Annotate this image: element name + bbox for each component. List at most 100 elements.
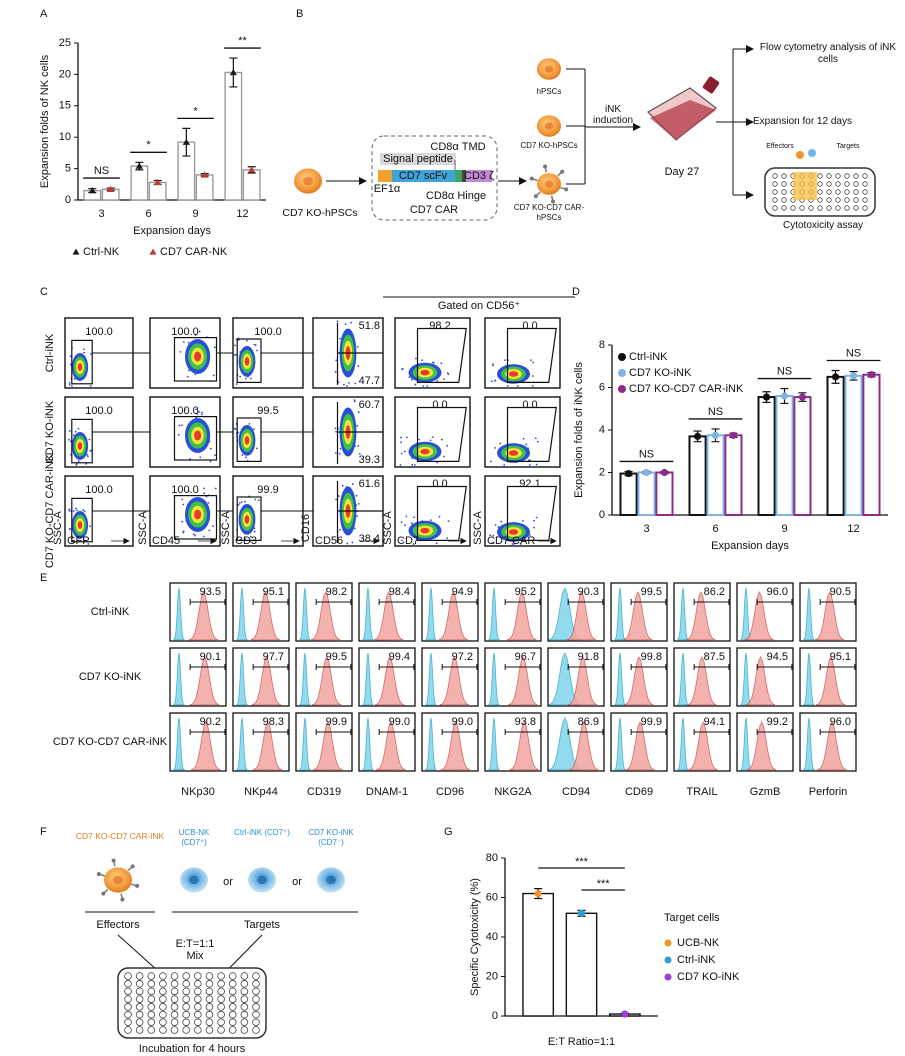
mix-label: Mix	[186, 950, 204, 962]
cell-label: CD7 KO-hPSCs	[282, 207, 358, 219]
significance-label: NS	[639, 448, 654, 460]
event-dot	[186, 375, 189, 378]
event-dot	[413, 464, 416, 466]
bar	[793, 396, 812, 516]
y-tick-label: 15	[59, 100, 71, 112]
event-dot	[503, 464, 506, 466]
significance-label: ***	[597, 878, 611, 890]
gate-percent: 100.0	[85, 405, 113, 417]
well	[240, 987, 249, 996]
gate	[173, 416, 218, 461]
target-icon	[808, 149, 816, 157]
event-dot	[418, 438, 420, 441]
gate	[173, 495, 218, 540]
marker-peak	[566, 591, 597, 641]
event-dot	[238, 502, 241, 504]
event-dot	[213, 346, 216, 349]
marker-peak	[814, 591, 845, 641]
event-dot	[77, 427, 80, 430]
gate-percent: 51.8	[359, 320, 380, 332]
legend-label: CD7 KO-CD7 CAR-iNK	[629, 383, 744, 395]
density	[508, 371, 519, 377]
significance-label: *	[193, 105, 198, 117]
well	[170, 987, 179, 996]
event-dot	[357, 411, 360, 413]
event-dot	[350, 321, 353, 324]
data-marker	[72, 248, 80, 255]
well	[194, 1026, 202, 1034]
event-dot	[83, 351, 86, 354]
gate-percent: 99.9	[257, 484, 278, 496]
event-dot	[489, 460, 492, 463]
well	[194, 1018, 202, 1027]
marker-peak	[376, 721, 406, 771]
well	[205, 1026, 214, 1034]
y-tick-label: 5	[65, 163, 71, 175]
well	[159, 1026, 167, 1034]
bar	[637, 471, 656, 516]
gate-percent: 97.2	[452, 651, 473, 663]
legend-title: Target cells	[664, 912, 720, 924]
event-dot	[187, 341, 190, 344]
hinge-label: CD8α Hinge	[426, 190, 486, 202]
event-dot	[400, 441, 403, 444]
data-marker	[798, 393, 807, 401]
event-dot	[177, 433, 180, 436]
row-label: CD7 KO-iNK	[44, 400, 56, 463]
marker-peak	[440, 721, 471, 771]
event-dot	[187, 490, 190, 493]
targets-label: Targets	[836, 143, 860, 150]
event-dot	[75, 464, 78, 466]
event-dot	[411, 463, 414, 466]
event-dot	[212, 525, 214, 528]
effectors-label: Effectors	[766, 143, 794, 150]
y-axis-label: SSC-A	[382, 511, 394, 545]
marker-peak	[624, 656, 654, 706]
event-dot	[240, 501, 243, 503]
well	[170, 972, 179, 980]
gate-percent: 95.1	[263, 586, 284, 598]
event-dot	[68, 528, 71, 531]
construct-title: CD7 CAR	[410, 204, 458, 216]
event-dot	[490, 542, 493, 545]
isotype-peak	[803, 652, 815, 706]
isotype-peak	[803, 717, 815, 771]
separator: or	[292, 876, 302, 888]
bar	[522, 892, 555, 1017]
cell-spike-tip	[529, 176, 534, 181]
well	[147, 1010, 156, 1019]
event-dot	[400, 452, 403, 455]
cell-nucleus	[257, 875, 267, 885]
event-dot	[195, 408, 197, 411]
event-dot	[492, 364, 494, 367]
event-dot	[489, 534, 492, 537]
isotype-peak	[614, 717, 626, 771]
cell-nucleus	[544, 122, 554, 130]
marker-peak	[310, 591, 341, 641]
density	[508, 529, 519, 535]
marker-peak	[744, 591, 774, 641]
well	[781, 205, 787, 211]
target-label: CD7 KO-iNK (CD7⁻)	[308, 828, 354, 847]
well	[826, 173, 832, 179]
well	[252, 1010, 260, 1019]
x-axis-label: Expansion days	[133, 225, 211, 237]
isotype-peak	[614, 587, 626, 641]
well	[135, 1010, 144, 1019]
target-cells	[793, 172, 817, 200]
event-dot	[336, 320, 339, 323]
targets-label: Targets	[244, 919, 281, 931]
well	[159, 1018, 167, 1027]
event-dot	[532, 375, 534, 377]
well	[853, 197, 859, 203]
well	[124, 972, 132, 980]
legend-marker	[664, 939, 672, 947]
well	[124, 979, 132, 988]
marker-peak	[250, 591, 281, 641]
well	[228, 979, 237, 988]
panel-label: D	[572, 286, 580, 298]
well	[194, 987, 202, 996]
y-axis-label: Specific Cytotoxicity (%)	[469, 878, 481, 996]
event-dot	[201, 411, 203, 414]
